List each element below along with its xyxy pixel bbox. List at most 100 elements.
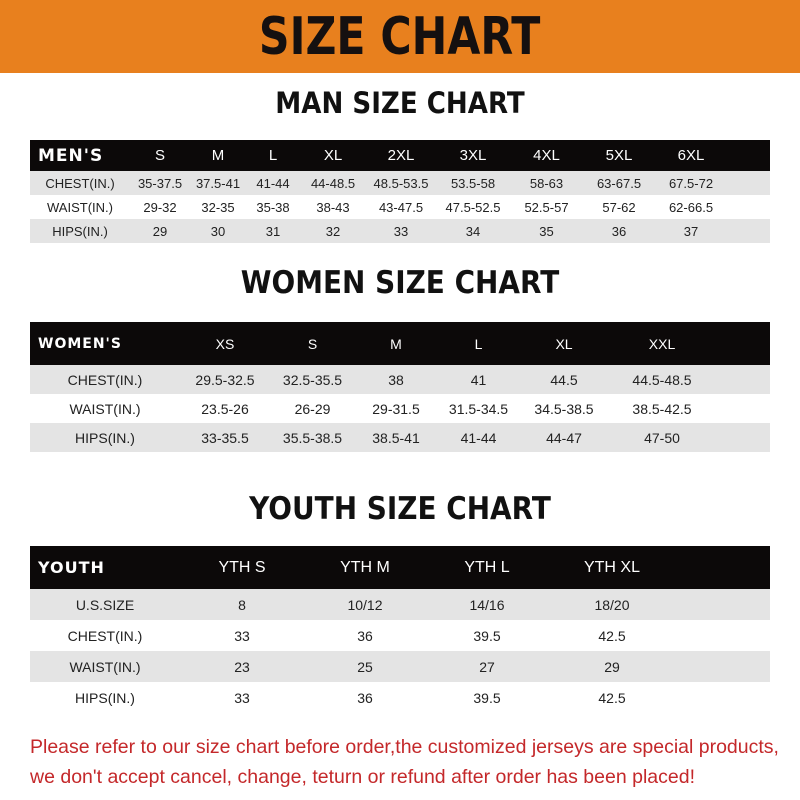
measurement-cell: 31	[246, 219, 300, 243]
size-column-header: M	[355, 322, 437, 365]
size-column-header: YTH L	[426, 546, 548, 589]
size-column-header: XL	[520, 322, 608, 365]
size-column-header: L	[246, 140, 300, 171]
measurement-cell: 34	[436, 219, 510, 243]
table-row: HIPS(IN.) 29 30 31 32 33 34 35 36 37	[30, 219, 770, 243]
empty-cell	[676, 546, 770, 589]
measurement-cell: 35.5-38.5	[270, 423, 355, 452]
measurement-cell: 44.5-48.5	[608, 365, 716, 394]
measurement-cell: 62-66.5	[655, 195, 727, 219]
empty-cell	[716, 423, 770, 452]
measurement-cell: 48.5-53.5	[366, 171, 436, 195]
measurement-cell: 38	[355, 365, 437, 394]
size-column-header: XL	[300, 140, 366, 171]
empty-cell	[676, 651, 770, 682]
measurement-cell: 32-35	[190, 195, 246, 219]
measurement-cell: 32.5-35.5	[270, 365, 355, 394]
measurement-cell: 29.5-32.5	[180, 365, 270, 394]
row-label: CHEST(IN.)	[30, 365, 180, 394]
row-label: HIPS(IN.)	[30, 219, 130, 243]
notice-line-2: we don't accept cancel, change, teturn o…	[30, 766, 695, 788]
measurement-cell: 67.5-72	[655, 171, 727, 195]
measurement-cell: 43-47.5	[366, 195, 436, 219]
table-row: HIPS(IN.) 33 36 39.5 42.5	[30, 682, 770, 713]
measurement-cell: 41-44	[437, 423, 520, 452]
size-column-header: 2XL	[366, 140, 436, 171]
measurement-cell: 57-62	[583, 195, 655, 219]
table-row: CHEST(IN.) 29.5-32.5 32.5-35.5 38 41 44.5 44.5…	[30, 365, 770, 394]
measurement-cell: 35-37.5	[130, 171, 190, 195]
measurement-cell: 25	[304, 651, 426, 682]
measurement-cell: 8	[180, 589, 304, 620]
row-label: WAIST(IN.)	[30, 651, 180, 682]
table-row: CHEST(IN.) 33 36 39.5 42.5	[30, 620, 770, 651]
women-section-title: WOMEN SIZE CHART	[240, 265, 560, 301]
size-column-header: S	[270, 322, 355, 365]
measurement-cell: 23	[180, 651, 304, 682]
measurement-cell: 33	[180, 620, 304, 651]
empty-cell	[727, 171, 770, 195]
measurement-cell: 23.5-26	[180, 394, 270, 423]
table-row: WAIST(IN.) 29-32 32-35 35-38 38-43 43-47.5 47.…	[30, 195, 770, 219]
measurement-cell: 35	[510, 219, 583, 243]
measurement-cell: 26-29	[270, 394, 355, 423]
men-size-table: MEN'S S M L XL 2XL 3XL 4XL 5XL 6XL CHEST(IN.) 35-37…	[30, 140, 770, 243]
measurement-cell: 27	[426, 651, 548, 682]
size-column-header: YTH XL	[548, 546, 676, 589]
notice-line-1: Please refer to our size chart before or…	[30, 736, 779, 758]
measurement-cell: 41	[437, 365, 520, 394]
measurement-cell: 14/16	[426, 589, 548, 620]
women-size-table: WOMEN'S XS S M L XL XXL CHEST(IN.) 29.5-32.5 32.5…	[30, 322, 770, 452]
youth-section-title: YOUTH SIZE CHART	[249, 491, 551, 527]
empty-cell	[676, 682, 770, 713]
row-label: CHEST(IN.)	[30, 171, 130, 195]
table-row: WAIST(IN.) 23.5-26 26-29 29-31.5 31.5-34.5 34…	[30, 394, 770, 423]
size-column-header: 4XL	[510, 140, 583, 171]
measurement-cell: 47-50	[608, 423, 716, 452]
empty-cell	[727, 219, 770, 243]
size-column-header: XS	[180, 322, 270, 365]
measurement-cell: 36	[304, 682, 426, 713]
measurement-cell: 35-38	[246, 195, 300, 219]
empty-cell	[716, 365, 770, 394]
measurement-cell: 58-63	[510, 171, 583, 195]
table-row: U.S.SIZE 8 10/12 14/16 18/20	[30, 589, 770, 620]
measurement-cell: 37.5-41	[190, 171, 246, 195]
empty-cell	[716, 322, 770, 365]
size-column-header: 5XL	[583, 140, 655, 171]
measurement-cell: 41-44	[246, 171, 300, 195]
size-column-header: YTH S	[180, 546, 304, 589]
measurement-cell: 30	[190, 219, 246, 243]
order-notice: Please refer to our size chart before or…	[30, 732, 790, 792]
measurement-cell: 42.5	[548, 682, 676, 713]
measurement-cell: 52.5-57	[510, 195, 583, 219]
measurement-cell: 18/20	[548, 589, 676, 620]
table-row: CHEST(IN.) 35-37.5 37.5-41 41-44 44-48.5 48.5…	[30, 171, 770, 195]
measurement-cell: 10/12	[304, 589, 426, 620]
size-column-header: 6XL	[655, 140, 727, 171]
header-row: MEN'S S M L XL 2XL 3XL 4XL 5XL 6XL	[30, 140, 770, 171]
measurement-cell: 38-43	[300, 195, 366, 219]
empty-cell	[727, 195, 770, 219]
table-header-label: YOUTH	[30, 546, 180, 589]
measurement-cell: 44-48.5	[300, 171, 366, 195]
empty-cell	[676, 589, 770, 620]
row-label: HIPS(IN.)	[30, 682, 180, 713]
measurement-cell: 32	[300, 219, 366, 243]
youth-size-table: YOUTH YTH S YTH M YTH L YTH XL U.S.SIZE 8 10/12…	[30, 546, 770, 713]
row-label: HIPS(IN.)	[30, 423, 180, 452]
size-column-header: YTH M	[304, 546, 426, 589]
measurement-cell: 36	[304, 620, 426, 651]
page-title: SIZE CHART	[259, 6, 541, 67]
measurement-cell: 39.5	[426, 620, 548, 651]
measurement-cell: 33	[366, 219, 436, 243]
row-label: WAIST(IN.)	[30, 394, 180, 423]
empty-cell	[727, 140, 770, 171]
table-row: WAIST(IN.) 23 25 27 29	[30, 651, 770, 682]
measurement-cell: 47.5-52.5	[436, 195, 510, 219]
measurement-cell: 63-67.5	[583, 171, 655, 195]
size-column-header: S	[130, 140, 190, 171]
table-row: HIPS(IN.) 33-35.5 35.5-38.5 38.5-41 41-44 44-…	[30, 423, 770, 452]
title-banner: SIZE CHART	[0, 0, 800, 73]
measurement-cell: 33-35.5	[180, 423, 270, 452]
